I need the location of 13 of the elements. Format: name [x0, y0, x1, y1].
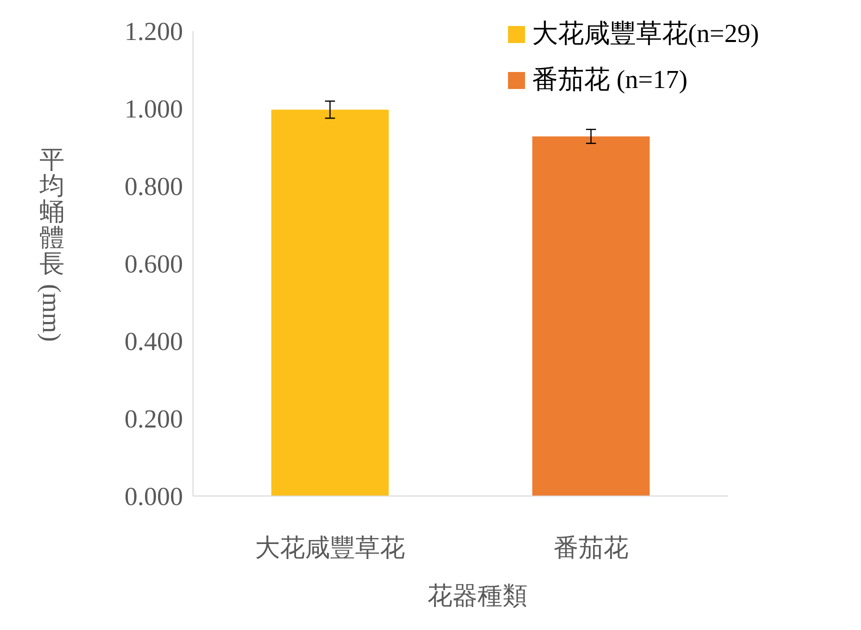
y-axis-title: 平均蛹體長(mm): [37, 145, 66, 342]
y-tick-label: 0.200: [124, 404, 183, 434]
x-tick-label: 大花咸豐草花: [255, 533, 406, 562]
legend-label: 大花咸豐草花(n=29): [532, 19, 759, 48]
y-tick-label: 0.000: [124, 482, 183, 512]
y-tick-label: 1.000: [124, 94, 183, 124]
x-axis-title: 花器種類: [428, 581, 528, 610]
y-tick-label: 0.400: [124, 327, 183, 356]
x-tick-label: 番茄花: [553, 533, 628, 562]
legend-label: 番茄花 (n=17): [532, 65, 688, 94]
y-tick-label: 0.800: [124, 172, 183, 202]
y-tick-label: 0.600: [124, 250, 183, 279]
y-tick-label: 1.200: [124, 17, 183, 46]
